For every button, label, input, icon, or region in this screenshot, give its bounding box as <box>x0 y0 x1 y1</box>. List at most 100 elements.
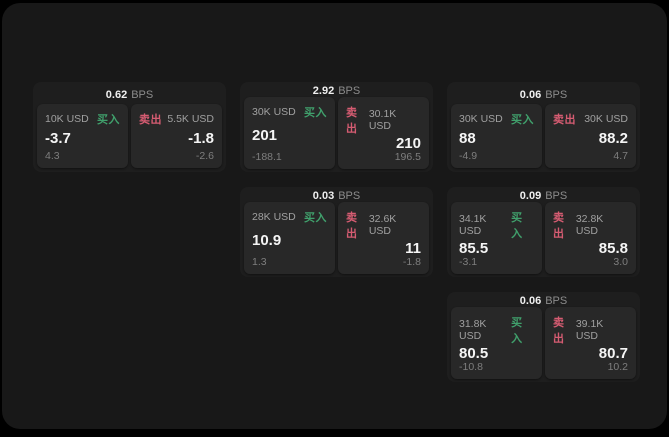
buy-tile[interactable]: 31.8K USD 买入 80.5 -10.8 <box>451 307 542 379</box>
buy-change: 1.3 <box>252 256 267 268</box>
buy-price: 88 <box>459 130 476 147</box>
sell-price: 210 <box>395 135 421 152</box>
buy-top-row: 30K USD 买入 <box>459 111 534 127</box>
sell-change: 196.5 <box>394 151 421 163</box>
sell-tile[interactable]: 卖出 5.5K USD -1.8 -2.6 <box>131 104 222 168</box>
bps-card: 0.62 BPS 10K USD 买入 -3.7 4.3 卖出 5.5K USD… <box>33 82 226 172</box>
buy-top-row: 28K USD 买入 <box>252 209 327 225</box>
quote-tiles: 10K USD 买入 -3.7 4.3 卖出 5.5K USD -1.8 -2.… <box>37 104 222 168</box>
buy-badge: 买入 <box>511 317 523 345</box>
bps-value: 2.92 <box>312 85 335 97</box>
buy-change: -188.1 <box>252 151 282 163</box>
quote-tiles: 30K USD 买入 88 -4.9 卖出 30K USD 88.2 4.7 <box>451 104 636 168</box>
buy-price: 201 <box>252 127 278 144</box>
sell-tile[interactable]: 卖出 30K USD 88.2 4.7 <box>545 104 636 168</box>
bps-value: 0.09 <box>519 190 542 202</box>
bps-unit-label: BPS <box>545 190 568 202</box>
quote-tiles: 30K USD 买入 201 -188.1 卖出 30.1K USD 210 1… <box>244 97 429 169</box>
bps-value: 0.06 <box>519 88 542 101</box>
bps-card: 0.06 BPS 30K USD 买入 88 -4.9 卖出 30K USD 8… <box>447 82 640 172</box>
bps-header: 0.06 BPS <box>451 295 636 307</box>
sell-top-row: 卖出 32.8K USD <box>553 209 628 241</box>
bps-header: 2.92 BPS <box>244 85 429 97</box>
bps-value: 0.06 <box>519 295 542 307</box>
sell-top-row: 卖出 39.1K USD <box>553 314 628 346</box>
buy-tile[interactable]: 28K USD 买入 10.9 1.3 <box>244 202 335 274</box>
buy-amount: 34.1K USD <box>459 213 487 237</box>
buy-top-row: 30K USD 买入 <box>252 104 327 120</box>
buy-amount: 10K USD <box>45 113 89 125</box>
sell-change: -1.8 <box>402 256 421 268</box>
sell-top-row: 卖出 30K USD <box>553 111 628 127</box>
bps-header: 0.03 BPS <box>244 190 429 202</box>
sell-amount: 30.1K USD <box>368 108 397 132</box>
bps-header: 0.06 BPS <box>451 85 636 104</box>
sell-price: 11 <box>405 240 421 257</box>
buy-badge: 买入 <box>511 114 534 126</box>
bps-card: 0.09 BPS 34.1K USD 买入 85.5 -3.1 卖出 32.8K… <box>447 187 640 277</box>
buy-tile[interactable]: 34.1K USD 买入 85.5 -3.1 <box>451 202 542 274</box>
quote-tiles: 34.1K USD 买入 85.5 -3.1 卖出 32.8K USD 85.8… <box>451 202 636 274</box>
sell-badge: 卖出 <box>553 114 576 126</box>
buy-badge: 买入 <box>304 212 327 224</box>
quote-tiles: 28K USD 买入 10.9 1.3 卖出 32.6K USD 11 -1.8 <box>244 202 429 274</box>
buy-tile[interactable]: 30K USD 买入 201 -188.1 <box>244 97 335 169</box>
sell-badge: 卖出 <box>346 212 358 240</box>
bps-header: 0.62 BPS <box>37 85 222 104</box>
buy-change: 4.3 <box>45 150 60 162</box>
sell-amount: 32.8K USD <box>575 213 604 237</box>
bps-value: 0.62 <box>105 88 128 101</box>
buy-change: -10.8 <box>459 361 483 373</box>
sell-change: 3.0 <box>613 256 628 268</box>
buy-tile[interactable]: 10K USD 买入 -3.7 4.3 <box>37 104 128 168</box>
sell-price: -1.8 <box>188 130 214 147</box>
sell-amount: 5.5K USD <box>167 113 214 125</box>
bps-card: 0.03 BPS 28K USD 买入 10.9 1.3 卖出 32.6K US… <box>240 187 433 277</box>
bps-unit-label: BPS <box>545 88 568 101</box>
sell-top-row: 卖出 32.6K USD <box>346 209 421 241</box>
bps-header: 0.09 BPS <box>451 190 636 202</box>
buy-top-row: 10K USD 买入 <box>45 111 120 127</box>
buy-amount: 28K USD <box>252 211 296 223</box>
bps-unit-label: BPS <box>338 85 361 97</box>
sell-tile[interactable]: 卖出 32.8K USD 85.8 3.0 <box>545 202 636 274</box>
sell-amount: 32.6K USD <box>368 213 397 237</box>
sell-change: 10.2 <box>607 361 628 373</box>
quote-tiles: 31.8K USD 买入 80.5 -10.8 卖出 39.1K USD 80.… <box>451 307 636 379</box>
sell-badge: 卖出 <box>139 114 162 126</box>
sell-change: -2.6 <box>195 150 214 162</box>
sell-tile[interactable]: 卖出 32.6K USD 11 -1.8 <box>338 202 429 274</box>
sell-top-row: 卖出 5.5K USD <box>139 111 214 127</box>
bps-unit-label: BPS <box>338 190 361 202</box>
sell-amount: 30K USD <box>584 113 628 125</box>
sell-badge: 卖出 <box>553 212 565 240</box>
buy-badge: 买入 <box>304 107 327 119</box>
buy-tile[interactable]: 30K USD 买入 88 -4.9 <box>451 104 542 168</box>
buy-amount: 30K USD <box>252 106 296 118</box>
buy-amount: 31.8K USD <box>459 318 487 342</box>
bps-value: 0.03 <box>312 190 335 202</box>
bps-unit-label: BPS <box>131 88 154 101</box>
buy-amount: 30K USD <box>459 113 503 125</box>
bps-unit-label: BPS <box>545 295 568 307</box>
buy-badge: 买入 <box>97 114 120 126</box>
buy-top-row: 34.1K USD 买入 <box>459 209 534 241</box>
bps-card: 2.92 BPS 30K USD 买入 201 -188.1 卖出 30.1K … <box>240 82 433 172</box>
sell-badge: 卖出 <box>553 317 565 345</box>
sell-top-row: 卖出 30.1K USD <box>346 104 421 136</box>
sell-badge: 卖出 <box>346 107 358 135</box>
bps-card: 0.06 BPS 31.8K USD 买入 80.5 -10.8 卖出 39.1… <box>447 292 640 382</box>
sell-price: 80.7 <box>598 345 628 362</box>
buy-badge: 买入 <box>511 212 523 240</box>
buy-change: -4.9 <box>459 150 478 162</box>
buy-change: -3.1 <box>459 256 478 268</box>
sell-price: 88.2 <box>598 130 628 147</box>
sell-tile[interactable]: 卖出 39.1K USD 80.7 10.2 <box>545 307 636 379</box>
sell-change: 4.7 <box>613 150 628 162</box>
buy-price: 85.5 <box>459 240 489 257</box>
buy-price: -3.7 <box>45 130 71 147</box>
buy-top-row: 31.8K USD 买入 <box>459 314 534 346</box>
sell-tile[interactable]: 卖出 30.1K USD 210 196.5 <box>338 97 429 169</box>
sell-price: 85.8 <box>598 240 628 257</box>
sell-amount: 39.1K USD <box>575 318 604 342</box>
